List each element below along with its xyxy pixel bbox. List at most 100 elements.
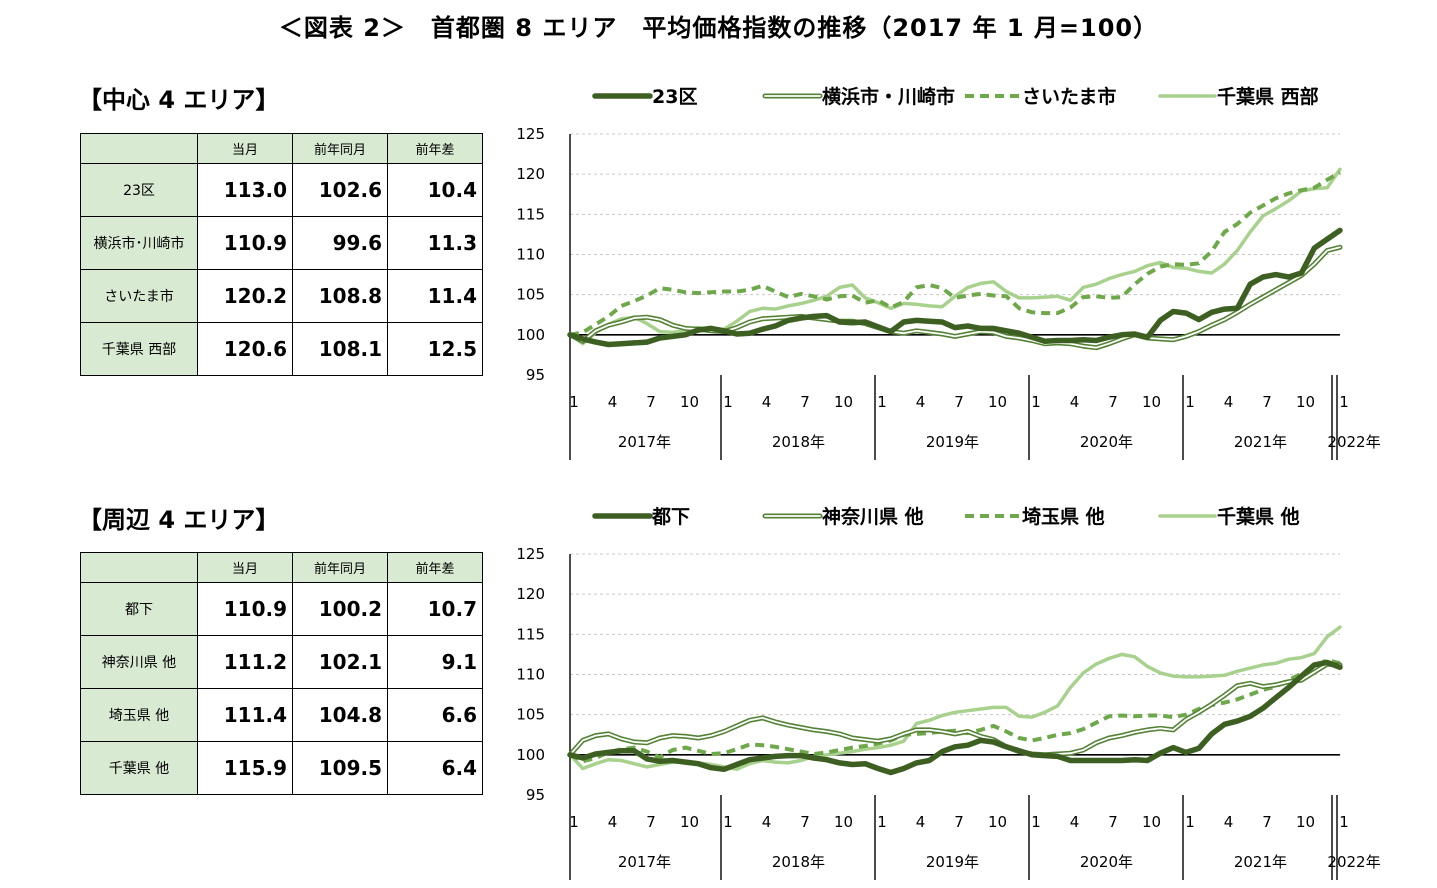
- x-tick-label: 1: [723, 393, 733, 411]
- previous-year-value: 104.8: [292, 688, 388, 742]
- year-over-year-diff: 11.4: [387, 269, 483, 323]
- series-line: [567, 661, 1343, 758]
- year-label: 2022年: [1327, 853, 1380, 871]
- current-value: 113.0: [197, 163, 293, 217]
- y-tick-label: 105: [516, 286, 545, 304]
- area-name: さいたま市: [80, 269, 198, 323]
- year-label: 2018年: [772, 853, 825, 871]
- table-row: 埼玉県 他 111.4 104.8 6.6: [80, 688, 483, 742]
- current-value: 111.4: [197, 688, 293, 742]
- y-tick-label: 115: [516, 625, 545, 643]
- table-row: 都下 110.9 100.2 10.7: [80, 582, 483, 636]
- legend-label: 千葉県 西部: [1217, 85, 1319, 108]
- x-tick-label: 4: [762, 813, 772, 831]
- x-tick-label: 7: [646, 813, 656, 831]
- previous-year-value: 99.6: [292, 216, 388, 270]
- x-tick-label: 4: [916, 393, 926, 411]
- legend-label: 千葉県 他: [1217, 505, 1300, 528]
- x-tick-label: 1: [1031, 813, 1041, 831]
- y-tick-label: 120: [516, 585, 545, 603]
- x-tick-label: 10: [680, 393, 699, 411]
- table-header-cell: 当月: [197, 133, 293, 164]
- series-path: [567, 661, 1343, 758]
- current-value: 115.9: [197, 741, 293, 795]
- year-label: 2019年: [926, 853, 979, 871]
- x-tick-label: 1: [1339, 813, 1349, 831]
- x-tick-label: 4: [916, 813, 926, 831]
- previous-year-value: 109.5: [292, 741, 388, 795]
- x-tick-label: 10: [988, 393, 1007, 411]
- area-name: 千葉県 他: [80, 741, 198, 795]
- x-tick-label: 10: [680, 813, 699, 831]
- area-name: 23区: [80, 163, 198, 217]
- year-label: 2019年: [926, 433, 979, 451]
- year-over-year-diff: 6.6: [387, 688, 483, 742]
- x-tick-label: 7: [1108, 393, 1118, 411]
- x-tick-label: 4: [1070, 393, 1080, 411]
- figure-title: ＜図表 2＞ 首都圏 8 エリア 平均価格指数の推移（2017 年 1 月=10…: [278, 14, 1159, 42]
- x-tick-label: 7: [800, 393, 810, 411]
- x-tick-label: 10: [1142, 813, 1161, 831]
- year-label: 2017年: [618, 853, 671, 871]
- previous-year-value: 100.2: [292, 582, 388, 636]
- area-name: 都下: [80, 582, 198, 636]
- table-header-cell: 前年同月: [292, 552, 388, 583]
- x-tick-label: 4: [1224, 393, 1234, 411]
- x-tick-label: 10: [1296, 393, 1315, 411]
- table-header-cell: 前年同月: [292, 133, 388, 164]
- area-name: 神奈川県 他: [80, 635, 198, 689]
- y-tick-label: 125: [516, 125, 545, 143]
- legend-label: 都下: [651, 506, 690, 528]
- year-label: 2020年: [1080, 433, 1133, 451]
- x-tick-label: 1: [569, 813, 579, 831]
- section-title-central: 【中心 4 エリア】: [78, 86, 280, 114]
- legend-label: 埼玉県 他: [1022, 505, 1105, 528]
- x-tick-label: 4: [1224, 813, 1234, 831]
- table-row: 千葉県 西部 120.6 108.1 12.5: [80, 322, 483, 376]
- table-header-cell: [80, 552, 198, 583]
- series-line: [569, 170, 1341, 337]
- legend-item: 23区: [592, 86, 697, 108]
- series-path: [569, 170, 1341, 337]
- legend-item: 横浜市・川崎市: [762, 85, 955, 108]
- legend-item: さいたま市: [965, 85, 1116, 108]
- y-tick-label: 95: [526, 786, 545, 804]
- current-value: 110.9: [197, 216, 293, 270]
- series-line: [567, 659, 1343, 776]
- x-tick-label: 7: [1108, 813, 1118, 831]
- legend-item: 埼玉県 他: [965, 505, 1105, 528]
- legend-item: 千葉県 他: [1158, 505, 1300, 528]
- x-tick-label: 1: [877, 813, 887, 831]
- current-value: 120.2: [197, 269, 293, 323]
- y-tick-label: 110: [516, 246, 545, 264]
- y-tick-label: 120: [516, 165, 545, 183]
- x-tick-label: 7: [1262, 813, 1272, 831]
- table-row: 千葉県 他 115.9 109.5 6.4: [80, 741, 483, 795]
- year-over-year-diff: 9.1: [387, 635, 483, 689]
- x-tick-label: 4: [608, 813, 618, 831]
- x-tick-label: 1: [877, 393, 887, 411]
- table-suburban: 当月 前年同月 前年差 都下 110.9 100.2 10.7 神奈川県 他 1…: [80, 552, 483, 795]
- x-tick-label: 1: [1339, 393, 1349, 411]
- x-tick-label: 1: [1185, 813, 1195, 831]
- table-row: 神奈川県 他 111.2 102.1 9.1: [80, 635, 483, 689]
- table-header-row: 当月 前年同月 前年差: [80, 133, 483, 164]
- series-path: [567, 659, 1343, 776]
- table-header-cell: 前年差: [387, 133, 483, 164]
- legend-label: さいたま市: [1022, 85, 1116, 108]
- y-tick-label: 95: [526, 366, 545, 384]
- table-header-row: 当月 前年同月 前年差: [80, 552, 483, 583]
- x-tick-label: 1: [1185, 393, 1195, 411]
- line-chart-suburban: 都下 神奈川県 他埼玉県 他千葉県 他951001051101151201251 4…: [516, 505, 1380, 880]
- year-over-year-diff: 6.4: [387, 741, 483, 795]
- x-tick-label: 1: [723, 813, 733, 831]
- current-value: 120.6: [197, 322, 293, 376]
- previous-year-value: 108.8: [292, 269, 388, 323]
- y-tick-label: 115: [516, 205, 545, 223]
- current-value: 111.2: [197, 635, 293, 689]
- legend-item: 神奈川県 他: [762, 505, 924, 528]
- previous-year-value: 108.1: [292, 322, 388, 376]
- line-chart-central: 23区 横浜市・川崎市 さいたま市 千葉県 西部9510010511011512012…: [516, 85, 1380, 460]
- year-over-year-diff: 11.3: [387, 216, 483, 270]
- table-row: 23区 113.0 102.6 10.4: [80, 163, 483, 217]
